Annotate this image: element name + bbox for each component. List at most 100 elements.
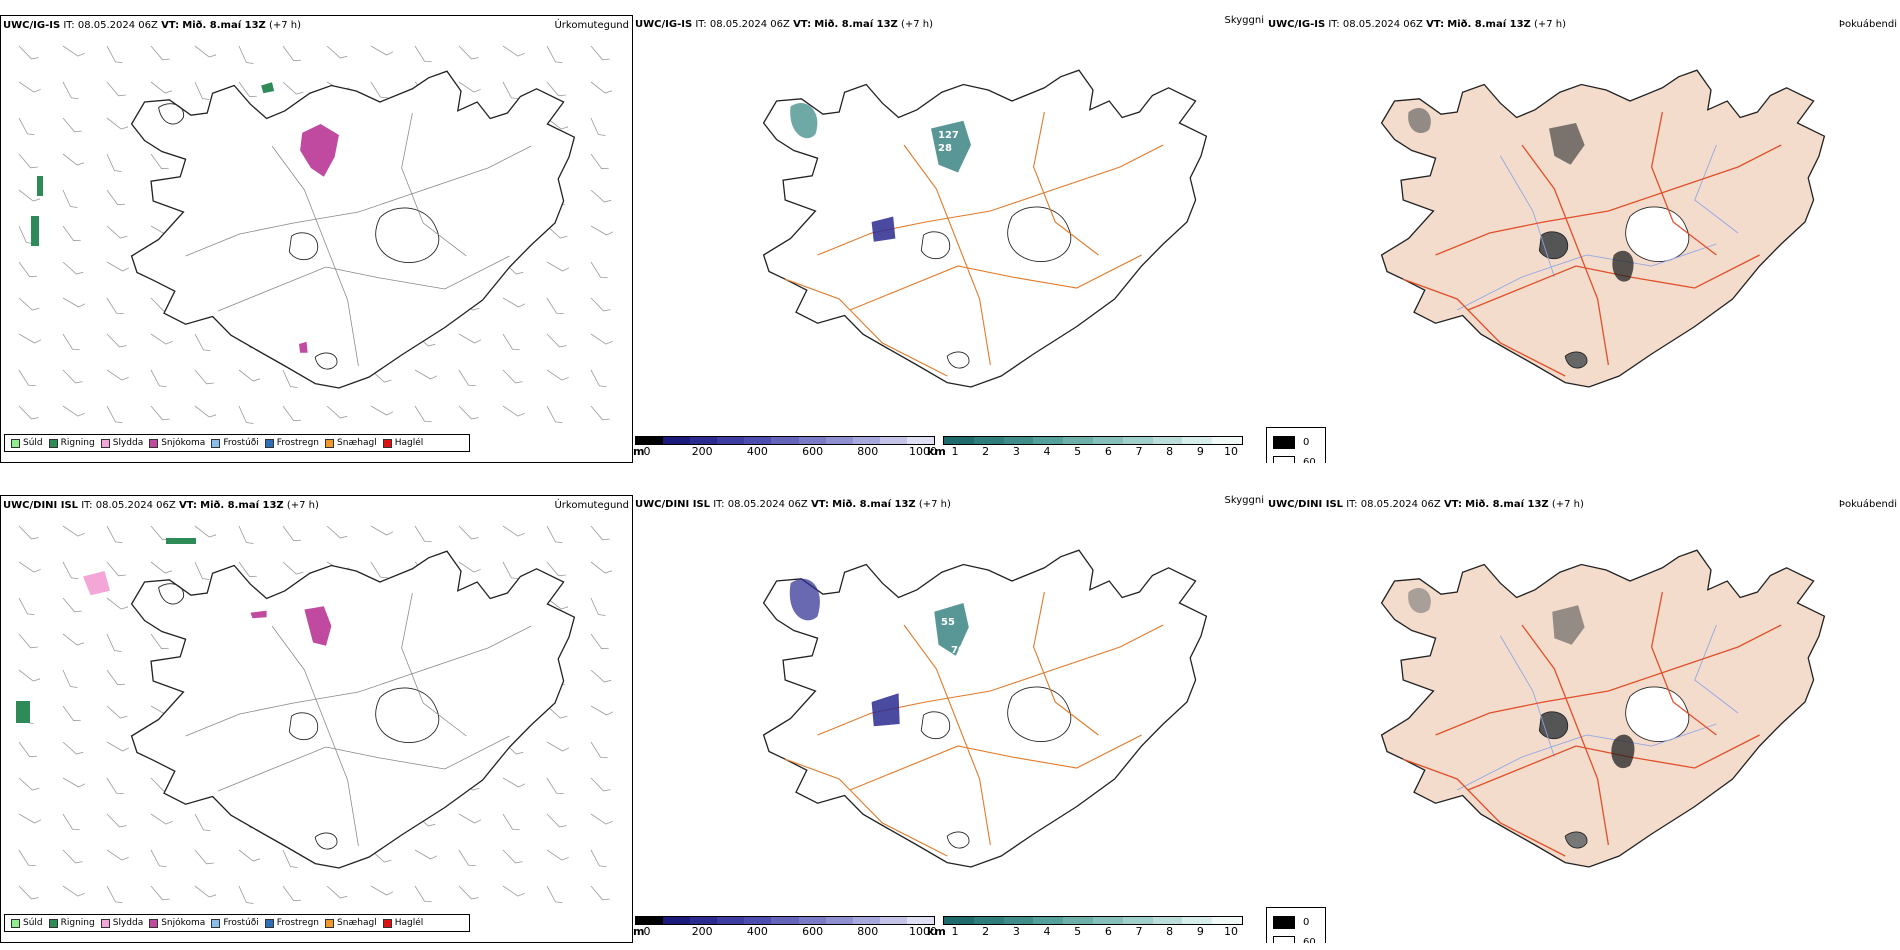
wind-barb-icon (282, 885, 301, 901)
wind-barb-icon (282, 561, 304, 575)
legend-swatch (48, 918, 58, 928)
fog-legend-row: 0 (1273, 432, 1319, 452)
colorbar-tick-label: 2 (982, 925, 990, 938)
legend-swatch (11, 918, 20, 928)
fog-legend-label: 60 (1303, 456, 1316, 464)
wind-barb-icon (414, 369, 438, 380)
legend-item: Snæhagl (325, 918, 377, 928)
wind-barb-icon (458, 81, 481, 93)
wind-barb-icon (106, 297, 124, 314)
road-network (185, 592, 532, 847)
colorbar-tick-label: 7 (1135, 445, 1143, 458)
fog-low-center (1612, 250, 1634, 282)
colorbar-tick-label: 600 (802, 925, 824, 938)
colorbar-segment (1122, 437, 1153, 444)
sleet-area (83, 571, 110, 596)
colorbar-tick-label: 1000 (909, 925, 937, 938)
wind-barb-icon (590, 633, 609, 649)
cloud-panel-row2: UWC/DINI ISL IT: 08.05.2024 06Z VT: Mið.… (633, 495, 1266, 943)
wind-barb-icon (238, 81, 257, 97)
wind-barb-icon (590, 189, 612, 203)
wind-barb-icon (106, 405, 123, 424)
wind-barb-icon (106, 333, 127, 348)
colorbar-segment (717, 437, 745, 444)
snow-area-2 (250, 610, 267, 619)
road-network (785, 111, 1164, 377)
wind-barb-icon (18, 261, 37, 277)
wind-barb-icon (18, 189, 41, 202)
field-label: Úrkomutegund (554, 20, 629, 31)
colorbar-tick-label: 8 (1166, 925, 1174, 938)
wind-barb-icon (18, 561, 41, 573)
fog-legend-swatch (1273, 455, 1295, 463)
colorbar-tick-label: 9 (1196, 445, 1204, 458)
panel-title: UWC/DINI ISL IT: 08.05.2024 06Z VT: Mið.… (3, 500, 319, 511)
colorbar-tick-label: 5 (1074, 925, 1082, 938)
colorbar-tick-label: 2 (982, 445, 990, 458)
colorbar-segment (973, 917, 1004, 924)
legend-swatch (264, 918, 274, 928)
wind-barb-icon (590, 81, 613, 94)
legend-label: Súld (23, 918, 43, 928)
wind-barb-icon (546, 225, 568, 239)
low-cloud-north (931, 120, 971, 173)
wind-barb-icon (106, 261, 130, 272)
colorbar-tick-label: 4 (1043, 925, 1051, 938)
legend-item: Frostúði (211, 918, 259, 928)
wind-barb-icon (194, 885, 217, 898)
colorbar-segment (879, 437, 907, 444)
wind-barb-icon (194, 561, 210, 581)
colorbar-segment (1092, 917, 1123, 924)
colorbar-segment (771, 917, 799, 924)
wind-barb-icon (150, 813, 173, 825)
fog-legend: 0 60 (1266, 427, 1326, 463)
cloud-map: 127 28 354 (762, 69, 1208, 388)
wind-barb-icon (238, 369, 261, 382)
colorbar-segment (1063, 437, 1093, 444)
fog-low-west (1408, 587, 1431, 614)
wind-barb-icon (590, 741, 608, 758)
legend-label: Frostúði (223, 438, 259, 448)
legend-label: Rigning (60, 918, 95, 928)
colorbar-segment (944, 437, 974, 444)
visibility-colorbar: 1 2 3 4 5 6 7 8 9 10 km (927, 436, 1243, 458)
legend-swatch (264, 438, 274, 448)
legend-item: Rigning (48, 918, 95, 928)
colorbar-segment (973, 437, 1004, 444)
wind-barb-icon (326, 525, 348, 539)
colorbar-segment (690, 917, 718, 924)
wind-barb-icon (458, 885, 479, 900)
wind-barb-icon (62, 81, 79, 100)
fog-low-center (1611, 734, 1635, 769)
wind-barb-icon (458, 813, 482, 824)
wind-barb-icon (18, 333, 42, 344)
wind-barb-icon (458, 369, 476, 386)
wind-barb-icon (546, 45, 563, 64)
wind-barb-icon (282, 81, 304, 95)
colorbar-tick-label: 600 (802, 445, 824, 458)
colorbar-tick-label: 8 (1166, 445, 1174, 458)
wind-barb-icon (62, 705, 81, 721)
wind-barb-icon (194, 45, 217, 58)
wind-barb-icon (546, 705, 568, 719)
field-label: Þokuábendi (1838, 19, 1897, 30)
colorbar-tick-label: 10 (1224, 445, 1238, 458)
fog-legend-swatch (1273, 935, 1295, 943)
wind-barb-icon (106, 597, 129, 610)
visibility-colorbar: 1 2 3 4 5 6 7 8 9 10 km (927, 916, 1243, 938)
colorbar-tick-label: 200 (691, 925, 713, 938)
colorbar-segment (1033, 917, 1064, 924)
wind-barb-icon (590, 261, 608, 278)
field-label: Skyggni (1224, 495, 1264, 506)
colorbar-segment (771, 437, 799, 444)
wind-barb-icon (546, 777, 564, 794)
wind-barb-icon (590, 225, 614, 236)
legend-item: Slydda (100, 438, 143, 448)
wind-barb-icon (106, 813, 127, 828)
legend-item: Frostregn (264, 918, 319, 928)
wind-barb-icon (150, 405, 170, 421)
wind-barb-icon (150, 561, 173, 574)
rain-area-north (166, 538, 196, 544)
wind-barb-icon (18, 741, 37, 757)
wind-barb-icon (238, 849, 261, 862)
